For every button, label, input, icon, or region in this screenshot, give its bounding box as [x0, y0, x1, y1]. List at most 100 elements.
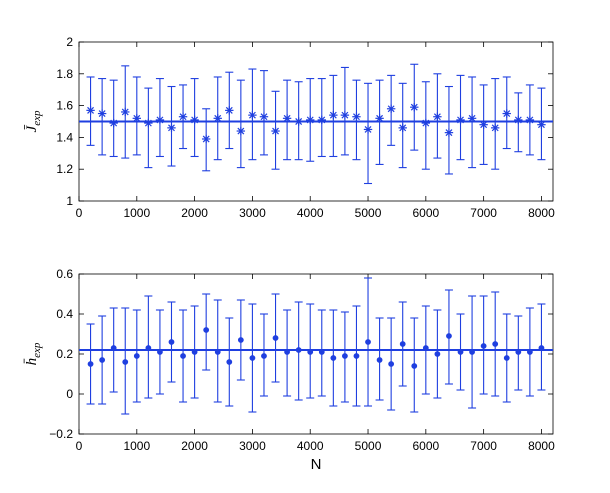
- data-point-dot: [284, 349, 290, 355]
- x-tick-label: 2000: [181, 439, 208, 453]
- data-point-dot: [99, 357, 106, 363]
- data-point-dot: [214, 349, 221, 355]
- data-point-dot: [376, 357, 383, 363]
- data-point-dot: [446, 333, 452, 339]
- data-point-dot: [353, 353, 360, 359]
- y-tick-label: 0: [66, 387, 73, 401]
- axes-box: [78, 273, 554, 435]
- data-point-asterisk: [282, 114, 292, 123]
- data-point-dot: [422, 345, 429, 351]
- data-point-dot: [469, 349, 475, 355]
- data-point-asterisk: [317, 115, 326, 125]
- data-point-asterisk: [479, 120, 488, 129]
- x-tick-label: 1000: [123, 206, 150, 220]
- y-tick-label: 2: [66, 35, 73, 49]
- y-tick-label: 1.6: [56, 99, 73, 113]
- data-point-dot: [145, 345, 152, 351]
- x-tick-label: 0: [76, 206, 83, 220]
- data-point-dot: [330, 355, 337, 361]
- data-point-dot: [365, 339, 371, 345]
- x-tick-label: 3000: [239, 439, 266, 453]
- data-point-asterisk: [109, 118, 118, 128]
- data-point-dot: [87, 361, 94, 367]
- data-point-dot: [388, 361, 395, 367]
- data-point-dot: [457, 349, 464, 355]
- x-tick-label: 0: [76, 439, 83, 453]
- data-point-asterisk: [444, 128, 454, 137]
- data-point-dot: [411, 363, 418, 369]
- x-tick-label: 2000: [181, 206, 208, 220]
- data-point-dot: [538, 345, 545, 351]
- data-point-dot: [342, 353, 348, 359]
- error-bar: [144, 87, 153, 169]
- data-point-asterisk: [375, 114, 384, 123]
- data-point-dot: [434, 351, 441, 357]
- y-axis-label: h̄exp: [24, 342, 43, 365]
- top-panel-jbar: 0 1000 2000 3000 4000 5000 6000 7000 8000 1 1.2 1.4…: [24, 35, 555, 220]
- x-tick-label: 5000: [355, 206, 382, 220]
- data-point-asterisk: [456, 115, 465, 125]
- x-axis-label: N: [311, 456, 322, 473]
- data-point-dot: [272, 335, 279, 341]
- data-point-asterisk: [201, 134, 211, 144]
- data-point-asterisk: [386, 104, 396, 113]
- data-point-asterisk: [514, 115, 523, 125]
- y-axis-label: J̄exp: [24, 110, 43, 132]
- x-tick-label: 6000: [412, 206, 439, 220]
- y-tick-label: −0.2: [49, 427, 73, 441]
- data-point-asterisk: [259, 112, 269, 121]
- data-point-asterisk: [352, 112, 361, 121]
- data-point-asterisk: [271, 126, 280, 136]
- data-point-asterisk: [236, 126, 246, 136]
- y-tick-label: 1: [66, 194, 73, 208]
- data-point-dot: [203, 327, 210, 333]
- y-tick-label: 1.4: [56, 130, 73, 144]
- data-point-dot: [515, 349, 522, 355]
- data-point-dot: [480, 343, 487, 349]
- error-bar: [236, 79, 245, 169]
- data-point-asterisk: [306, 115, 315, 125]
- data-point-dot: [180, 353, 186, 359]
- data-point-asterisk: [421, 118, 431, 128]
- data-point-asterisk: [144, 118, 153, 128]
- y-tick-label: 0.2: [56, 347, 73, 361]
- data-point-dot: [399, 341, 406, 347]
- data-point-dot: [492, 341, 499, 347]
- x-tick-label: 3000: [239, 206, 266, 220]
- data-point-asterisk: [178, 112, 188, 121]
- y-tick-label: 0.4: [56, 307, 73, 321]
- data-point-dot: [307, 349, 314, 355]
- data-point-dot: [237, 337, 244, 343]
- data-point-asterisk: [248, 110, 257, 120]
- data-point-dot: [261, 353, 267, 359]
- data-point-dot: [133, 353, 140, 359]
- data-point-dot: [526, 349, 533, 355]
- y-tick-label: 0.6: [56, 267, 73, 281]
- data-point-asterisk: [97, 109, 107, 118]
- x-tick-label: 5000: [355, 439, 382, 453]
- data-point-asterisk: [132, 114, 142, 123]
- data-point-asterisk: [329, 110, 338, 120]
- bottom-panel-hbar: 0 1000 2000 3000 4000 5000 6000 7000 8000−0.200.…: [24, 267, 555, 473]
- data-point-asterisk: [502, 109, 511, 118]
- data-point-asterisk: [86, 106, 95, 115]
- data-point-dot: [191, 349, 198, 355]
- data-point-asterisk: [167, 123, 176, 133]
- data-point-asterisk: [225, 106, 234, 115]
- data-point-asterisk: [537, 120, 546, 129]
- y-tick-label: 1.8: [56, 67, 73, 81]
- data-point-dot: [157, 349, 163, 355]
- x-tick-label: 8000: [528, 206, 555, 220]
- data-point-asterisk: [121, 107, 130, 117]
- error-bar: [109, 79, 118, 158]
- x-tick-label: 6000: [412, 439, 439, 453]
- data-point-asterisk: [213, 114, 222, 123]
- x-tick-label: 7000: [470, 206, 497, 220]
- data-point-dot: [110, 345, 117, 351]
- data-point-asterisk: [398, 123, 407, 133]
- data-point-asterisk: [525, 115, 535, 125]
- data-point-asterisk: [490, 123, 500, 133]
- data-point-asterisk: [340, 110, 350, 120]
- data-point-asterisk: [190, 115, 199, 125]
